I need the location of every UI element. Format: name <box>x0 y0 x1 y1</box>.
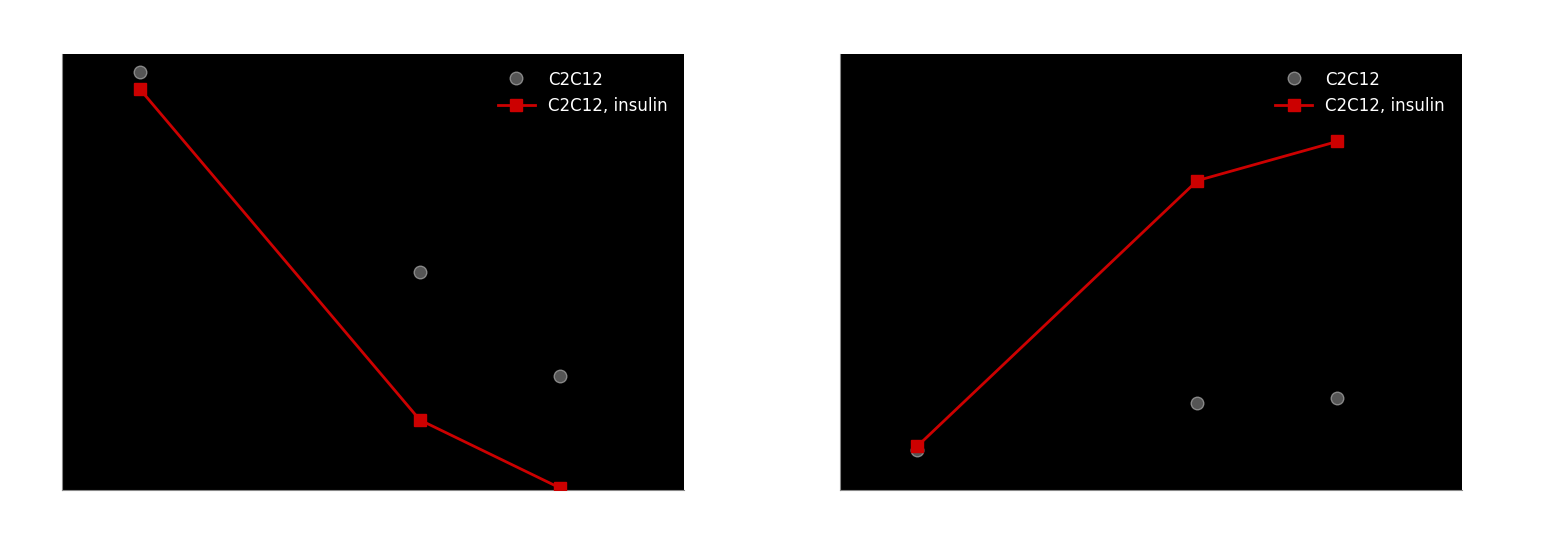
Legend: C2C12, C2C12, insulin: C2C12, C2C12, insulin <box>490 63 676 123</box>
Title: Lactate Levels: Lactate Levels <box>1048 24 1253 48</box>
Legend: C2C12, C2C12, insulin: C2C12, C2C12, insulin <box>1267 63 1454 123</box>
X-axis label: Hours: Hours <box>1124 525 1177 543</box>
Title: Glucose Levels: Glucose Levels <box>269 24 477 48</box>
Y-axis label: mm ol/L: mm ol/L <box>784 236 801 308</box>
Y-axis label: mm ol/L: mm ol/L <box>16 236 34 308</box>
X-axis label: Hours: Hours <box>347 525 400 543</box>
